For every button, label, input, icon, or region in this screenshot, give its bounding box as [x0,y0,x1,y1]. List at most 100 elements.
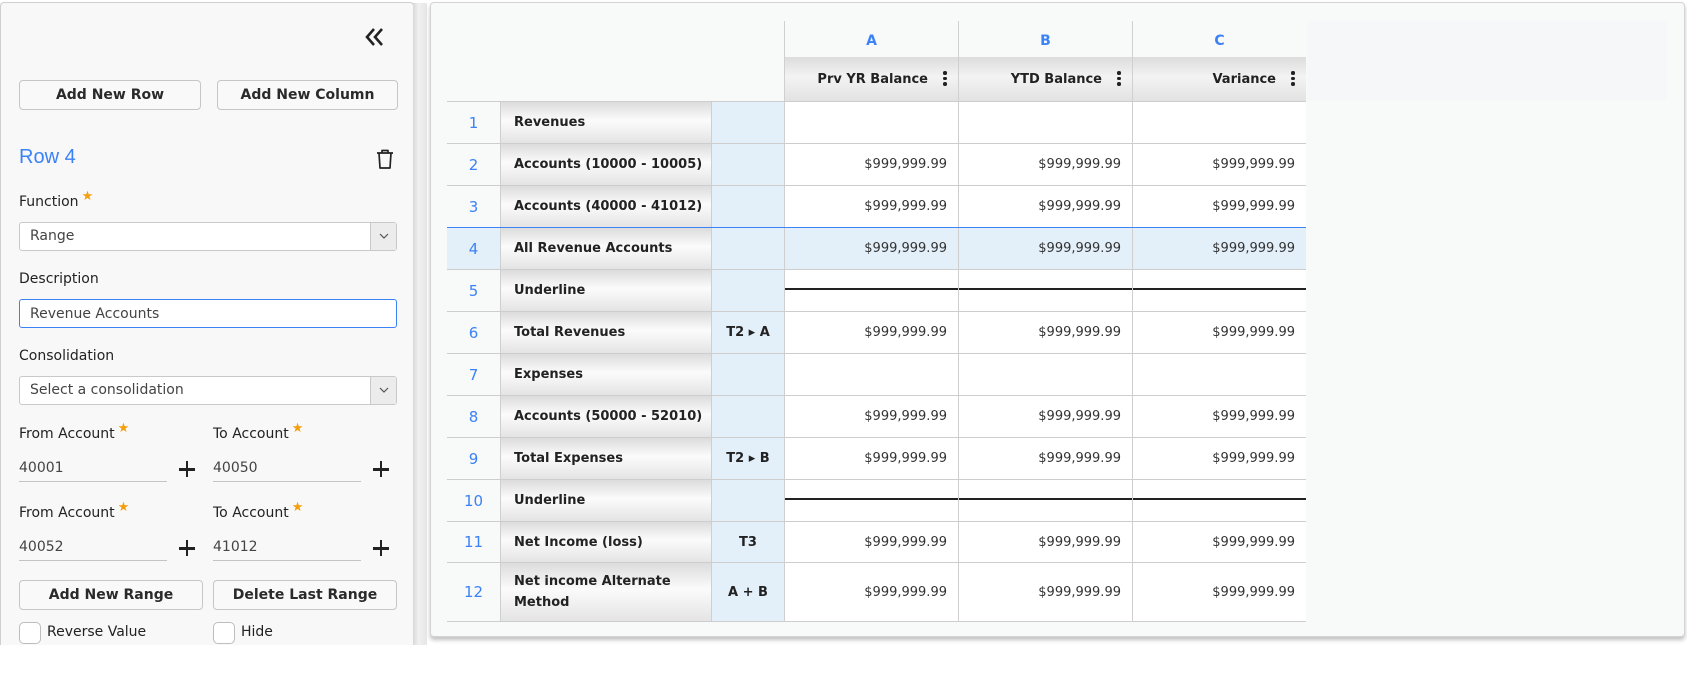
consolidation-select[interactable]: Select a consolidation [19,376,397,405]
table-row[interactable]: 11 Net Income (loss) T3 $999,999.99 $999… [447,521,1306,562]
cell-value[interactable]: $999,999.99 [784,312,958,353]
cell-value[interactable] [784,354,958,395]
cell-value[interactable]: $999,999.99 [784,228,958,269]
delete-last-range-button[interactable]: Delete Last Range [213,580,397,610]
column-header-b[interactable]: YTD Balance [958,57,1132,101]
cell-value[interactable]: $999,999.99 [958,396,1132,437]
cell-value[interactable]: $999,999.99 [958,228,1132,269]
cell-value[interactable] [958,102,1132,143]
column-letter-a[interactable]: A [784,21,958,57]
to-account-input[interactable] [213,454,361,482]
add-new-row-button[interactable]: Add New Row [19,80,201,110]
column-letter-c[interactable]: C [1132,21,1306,57]
underline-rule [959,288,1132,290]
table-row-selected[interactable]: 4 All Revenue Accounts $999,999.99 $999,… [447,227,1306,269]
table-row[interactable]: 10 Underline [447,479,1306,521]
cell-value[interactable] [784,102,958,143]
cell-value[interactable] [1132,354,1306,395]
table-row[interactable]: 1 Revenues [447,101,1306,143]
add-to-account-button[interactable] [371,459,391,479]
table-row[interactable]: 9 Total Expenses T2 ▸ B $999,999.99 $999… [447,437,1306,479]
row-description: Net income Alternate Method [500,563,711,621]
cell-value[interactable]: $999,999.99 [958,312,1132,353]
row-description: Accounts (40000 - 41012) [500,186,711,227]
row-description: Accounts (50000 - 52010) [500,396,711,437]
cell-underline[interactable] [958,270,1132,311]
column-letter-b[interactable]: B [958,21,1132,57]
chevron-down-icon[interactable] [370,223,396,250]
table-row[interactable]: 3 Accounts (40000 - 41012) $999,999.99 $… [447,185,1306,227]
row-number: 11 [463,533,484,551]
column-menu-kebab-icon[interactable] [1116,71,1122,87]
underline-rule [959,498,1132,500]
column-menu-kebab-icon[interactable] [942,71,948,87]
row-number: 9 [468,449,479,468]
table-row[interactable]: 8 Accounts (50000 - 52010) $999,999.99 $… [447,395,1306,437]
cell-value[interactable]: $999,999.99 [1132,522,1306,562]
row-code [711,102,784,143]
table-row[interactable]: 6 Total Revenues T2 ▸ A $999,999.99 $999… [447,311,1306,353]
reverse-value-checkbox[interactable] [19,622,41,644]
table-row[interactable]: 5 Underline [447,269,1306,311]
cell-value[interactable]: $999,999.99 [1132,563,1306,621]
cell-value[interactable]: $999,999.99 [1132,438,1306,479]
cell-value[interactable]: $999,999.99 [958,563,1132,621]
cell-value[interactable]: $999,999.99 [784,144,958,185]
cell-underline[interactable] [958,480,1132,521]
cell-value[interactable]: $999,999.99 [1132,396,1306,437]
hide-checkbox[interactable] [213,622,235,644]
cell-value[interactable]: $999,999.99 [1132,186,1306,227]
column-header-c[interactable]: Variance [1132,57,1306,101]
add-new-range-button[interactable]: Add New Range [19,580,203,610]
chevron-down-icon[interactable] [370,377,396,404]
cell-value[interactable]: $999,999.99 [784,522,958,562]
cell-value[interactable]: $999,999.99 [784,438,958,479]
table-row[interactable]: 2 Accounts (10000 - 10005) $999,999.99 $… [447,143,1306,185]
required-star-icon: ★ [291,500,304,515]
cell-value[interactable]: $999,999.99 [1132,144,1306,185]
description-input[interactable] [19,299,397,328]
cell-underline[interactable] [1132,480,1306,521]
from-account-input[interactable] [19,454,167,482]
collapse-panel-button[interactable] [360,25,390,53]
cell-underline[interactable] [1132,270,1306,311]
cell-value[interactable]: $999,999.99 [1132,228,1306,269]
cell-value[interactable]: $999,999.99 [1132,312,1306,353]
table-row[interactable]: 7 Expenses [447,353,1306,395]
from-account-input[interactable] [19,533,167,561]
function-select[interactable]: Range [19,222,397,251]
row-code: T2 ▸ B [711,438,784,479]
cell-value[interactable] [958,354,1132,395]
row-code: T2 ▸ A [711,312,784,353]
row-code: A + B [711,563,784,621]
header-filler [1307,21,1667,101]
row-code [711,144,784,185]
cell-value[interactable]: $999,999.99 [958,522,1132,562]
required-star-icon: ★ [81,189,94,204]
row-description: Underline [500,270,711,311]
cell-value[interactable]: $999,999.99 [784,396,958,437]
cell-underline[interactable] [784,270,958,311]
column-menu-kebab-icon[interactable] [1290,71,1296,87]
column-header-a[interactable]: Prv YR Balance [784,57,958,101]
cell-value[interactable] [1132,102,1306,143]
add-from-account-button[interactable] [177,538,197,558]
row-code [711,396,784,437]
cell-underline[interactable] [784,480,958,521]
row-code [711,480,784,521]
delete-row-button[interactable] [375,148,395,170]
row-description: Total Expenses [500,438,711,479]
add-new-column-button[interactable]: Add New Column [217,80,398,110]
add-from-account-button[interactable] [177,459,197,479]
cell-value[interactable]: $999,999.99 [958,438,1132,479]
cell-value[interactable]: $999,999.99 [958,186,1132,227]
table-row[interactable]: 12 Net income Alternate Method A + B $99… [447,562,1306,621]
report-grid-panel: A B C Prv YR Balance YTD Balance Varianc… [430,2,1685,637]
from-account-label: From Account ★ [19,421,130,442]
underline-rule [785,498,958,500]
to-account-input[interactable] [213,533,361,561]
add-to-account-button[interactable] [371,538,391,558]
cell-value[interactable]: $999,999.99 [958,144,1132,185]
cell-value[interactable]: $999,999.99 [784,186,958,227]
cell-value[interactable]: $999,999.99 [784,563,958,621]
